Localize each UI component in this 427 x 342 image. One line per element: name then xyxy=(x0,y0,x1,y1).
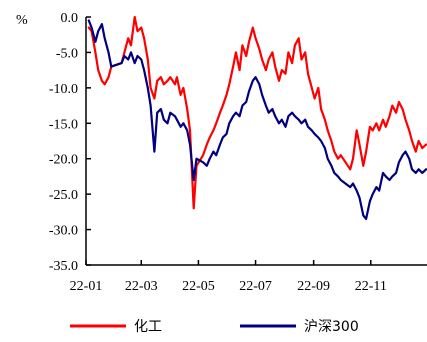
x-tick-label: 22-11 xyxy=(355,279,387,294)
series-line-1 xyxy=(87,19,427,220)
y-axis: 0.0 -5.0 -10.0 -15.0 -20.0 -25.0 -30.0 -35.0 xyxy=(49,11,91,274)
series-lines xyxy=(87,15,427,220)
series-line-0 xyxy=(87,15,427,210)
y-tick-label: -35.0 xyxy=(49,259,78,274)
y-tick-label: 0.0 xyxy=(61,11,79,26)
y-tick-label: -20.0 xyxy=(49,153,78,168)
y-tick-label: -10.0 xyxy=(49,82,78,97)
x-tick-label: 22-07 xyxy=(239,279,272,294)
y-tick-label: -30.0 xyxy=(49,224,78,239)
legend: 化工 沪深300 xyxy=(70,319,359,335)
y-tick-label: -5.0 xyxy=(56,46,78,61)
x-tick-label: 22-01 xyxy=(70,279,103,294)
y-tick-label: -15.0 xyxy=(49,117,78,132)
legend-label-0: 化工 xyxy=(134,319,162,335)
x-axis: 22-01 22-03 22-05 22-07 22-09 22-11 xyxy=(70,260,427,294)
y-unit-label: % xyxy=(16,13,28,28)
x-tick-label: 22-05 xyxy=(182,279,215,294)
x-tick-label: 22-09 xyxy=(297,279,330,294)
x-tick-label: 22-03 xyxy=(125,279,158,294)
legend-label-1: 沪深300 xyxy=(304,319,359,335)
y-tick-label: -25.0 xyxy=(49,188,78,203)
